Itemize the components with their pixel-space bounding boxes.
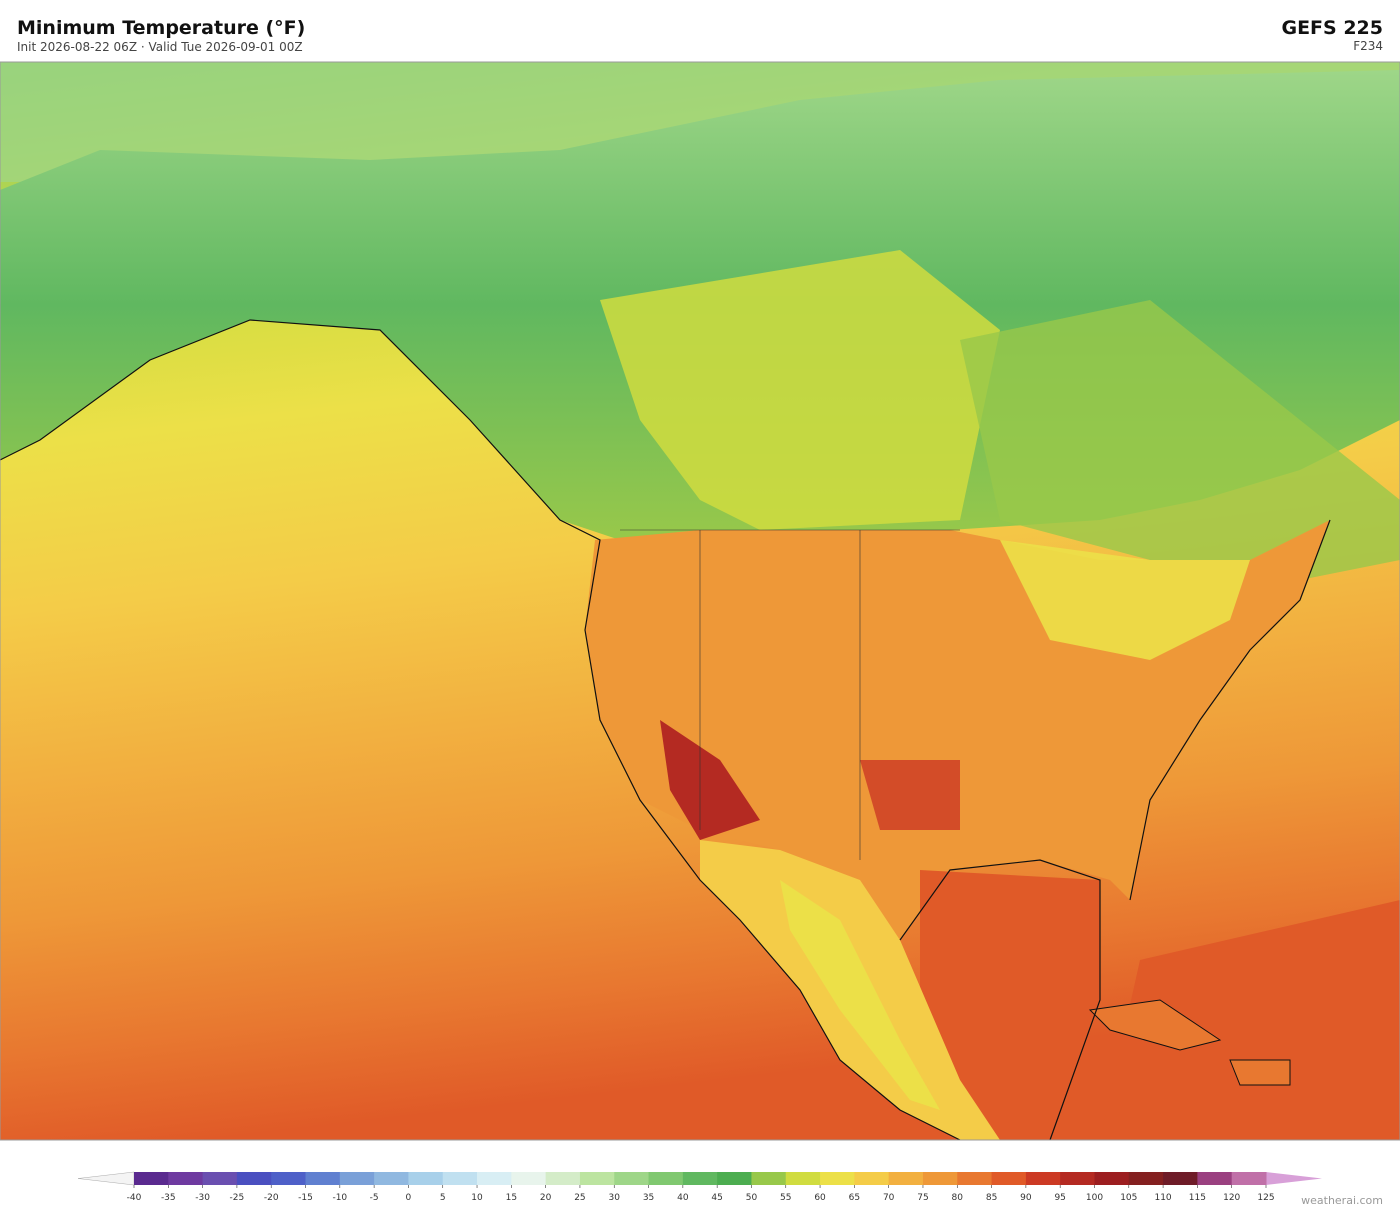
colorbar-tick-label: -40 bbox=[127, 1193, 142, 1203]
colorbar-segment bbox=[545, 1172, 581, 1185]
colorbar-segment bbox=[717, 1172, 752, 1185]
colorbar-tick-label: -5 bbox=[370, 1193, 379, 1203]
colorbar-segment bbox=[1197, 1172, 1233, 1185]
colorbar-segment bbox=[682, 1172, 718, 1185]
colorbar-segment bbox=[305, 1172, 341, 1185]
colorbar-segment bbox=[134, 1172, 169, 1185]
colorbar-tick-label: 125 bbox=[1257, 1193, 1274, 1203]
colorbar-segment bbox=[854, 1172, 890, 1185]
islands bbox=[1088, 999, 1291, 1086]
colorbar-segment bbox=[785, 1172, 821, 1185]
title: Minimum Temperature (°F) bbox=[17, 17, 305, 39]
colorbar-segment bbox=[1025, 1172, 1061, 1185]
colorbar-tick-label: 55 bbox=[780, 1193, 791, 1203]
colorbar-segment bbox=[614, 1172, 650, 1185]
borders bbox=[620, 529, 960, 860]
map bbox=[0, 61, 1400, 1141]
colorbar-tick-label: 65 bbox=[849, 1193, 860, 1203]
texas-hot-region bbox=[860, 760, 960, 830]
quebec-land bbox=[960, 300, 1400, 580]
desert-hot-region bbox=[660, 720, 760, 840]
colorbar-tick-label: -25 bbox=[230, 1193, 245, 1203]
great-lakes-land bbox=[1000, 540, 1250, 660]
colorbar-segment bbox=[339, 1172, 375, 1185]
coastline bbox=[0, 319, 1331, 1141]
model: GEFS 225 bbox=[1281, 17, 1383, 39]
colorbar-tick-label: 15 bbox=[506, 1193, 517, 1203]
colorbar-segment bbox=[648, 1172, 684, 1185]
colorbar-tick-label: 75 bbox=[917, 1193, 928, 1203]
colorbar-tick-label: 85 bbox=[986, 1193, 997, 1203]
colorbar-segment bbox=[271, 1172, 307, 1185]
prairies-land bbox=[600, 250, 1000, 530]
colorbar-segment bbox=[511, 1172, 547, 1185]
colorbar-tick-label: 25 bbox=[574, 1193, 585, 1203]
colorbar-segment bbox=[1128, 1172, 1164, 1185]
colorbar-segment bbox=[236, 1172, 272, 1185]
colorbar-over bbox=[1266, 1172, 1322, 1185]
colorbar-tick-label: 105 bbox=[1120, 1193, 1137, 1203]
colorbar-tick-label: 0 bbox=[406, 1193, 412, 1203]
colorbar-tick-label: -30 bbox=[195, 1193, 210, 1203]
colorbar-tick-label: -10 bbox=[332, 1193, 347, 1203]
colorbar-tick-label: 110 bbox=[1154, 1193, 1171, 1203]
colorbar-tick-label: 120 bbox=[1223, 1193, 1240, 1203]
mexico-plateau bbox=[780, 880, 940, 1110]
colorbar-segment bbox=[408, 1172, 444, 1185]
colorbar-tick-label: 5 bbox=[440, 1193, 446, 1203]
colorbar-tick-label: 115 bbox=[1189, 1193, 1206, 1203]
colorbar-tick-label: 40 bbox=[677, 1193, 689, 1203]
subtitle: Init 2026-08-22 06Z · Valid Tue 2026-09-… bbox=[17, 40, 303, 54]
colorbar-tick-label: 70 bbox=[883, 1193, 895, 1203]
colorbar-tick-label: -15 bbox=[298, 1193, 313, 1203]
colorbar-segment bbox=[202, 1172, 238, 1185]
watermark: weatherai.com bbox=[1301, 1194, 1383, 1207]
colorbar-segment bbox=[477, 1172, 512, 1185]
colorbar-segment bbox=[442, 1172, 478, 1185]
colorbar-segment bbox=[374, 1172, 409, 1185]
colorbar-segment bbox=[1094, 1172, 1130, 1185]
colorbar-segment bbox=[820, 1172, 855, 1185]
colorbar-tick-label: 30 bbox=[609, 1193, 621, 1203]
colorbar-segment bbox=[751, 1172, 787, 1185]
colorbar-tick-label: 10 bbox=[471, 1193, 483, 1203]
colorbar-tick-label: 50 bbox=[746, 1193, 758, 1203]
colorbar-segment bbox=[922, 1172, 958, 1185]
colorbar-segment bbox=[1060, 1172, 1095, 1185]
colorbar-tick-label: 80 bbox=[952, 1193, 964, 1203]
colorbar-tick-label: 100 bbox=[1086, 1193, 1103, 1203]
colorbar-tick-label: 45 bbox=[711, 1193, 722, 1203]
colorbar-segment bbox=[579, 1172, 615, 1185]
colorbar-segment bbox=[1231, 1172, 1267, 1185]
colorbar: -40 -35 -30 -25 -20 -15 -10 -5 0 5 10 15 20 25 30 35 40 4… bbox=[77, 1171, 1322, 1203]
colorbar-tick-label: 35 bbox=[643, 1193, 654, 1203]
forecast-hour: F234 bbox=[1353, 39, 1383, 53]
map-frame bbox=[0, 61, 1400, 1141]
colorbar-tick-label: 90 bbox=[1020, 1193, 1032, 1203]
colorbar-tick-label: -20 bbox=[264, 1193, 279, 1203]
colorbar-segment bbox=[888, 1172, 924, 1185]
colorbar-tick-label: 95 bbox=[1054, 1193, 1065, 1203]
colorbar-tick-label: 20 bbox=[540, 1193, 552, 1203]
colorbar-under bbox=[77, 1171, 135, 1186]
colorbar-segment bbox=[957, 1172, 993, 1185]
colorbar-tick-label: -35 bbox=[161, 1193, 176, 1203]
colorbar-tick-label: 60 bbox=[814, 1193, 826, 1203]
colorbar-segment bbox=[1163, 1172, 1198, 1185]
colorbar-segment bbox=[168, 1172, 204, 1185]
colorbar-segment bbox=[991, 1172, 1027, 1185]
